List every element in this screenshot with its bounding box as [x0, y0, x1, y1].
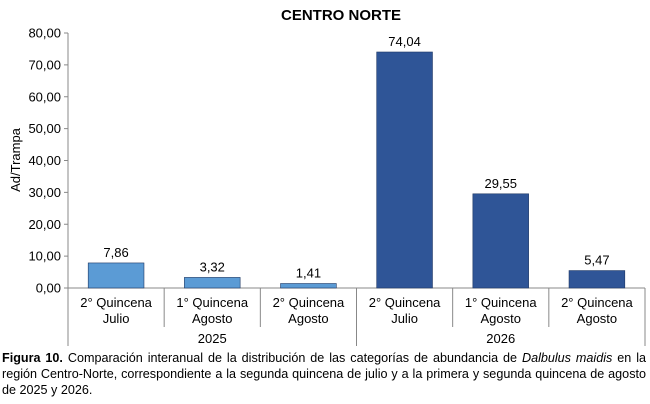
x-tick-label: Agosto — [577, 311, 617, 326]
data-label: 1,41 — [296, 266, 321, 281]
y-tick-label: 0,00 — [36, 281, 61, 296]
y-tick-label: 20,00 — [28, 217, 61, 232]
data-label: 29,55 — [484, 176, 517, 191]
chart-title: CENTRO NORTE — [281, 7, 401, 24]
axes: 0,00 10,00 20,00 30,00 40,00 50,00 60,00 70,00 8… — [28, 26, 646, 346]
x-tick-label: 1° Quincena — [465, 295, 537, 310]
x-tick-label: Julio — [103, 311, 130, 326]
bars — [87, 51, 626, 289]
bar — [472, 193, 529, 289]
y-tick-label: 50,00 — [28, 121, 61, 136]
x-tick-label: 2° Quincena — [561, 295, 633, 310]
figure-caption: Figura 10. Comparación interanual de la … — [2, 350, 646, 398]
y-tick-label: 30,00 — [28, 185, 61, 200]
data-label: 7,86 — [103, 245, 128, 260]
x-group-label: 2025 — [198, 331, 227, 346]
y-tick-label: 70,00 — [28, 57, 61, 72]
bar — [184, 277, 241, 289]
y-tick-label: 40,00 — [28, 153, 61, 168]
figure-label: Figura 10. — [2, 351, 63, 365]
x-group-label: 2026 — [486, 331, 515, 346]
data-label: 3,32 — [200, 259, 225, 274]
bar — [280, 283, 337, 289]
x-tick-label: 2° Quincena — [80, 295, 152, 310]
bar — [568, 270, 626, 289]
x-tick-label: Julio — [391, 311, 418, 326]
x-tick-label: 1° Quincena — [176, 295, 248, 310]
y-tick-label: 60,00 — [28, 89, 61, 104]
x-tick-label: 2° Quincena — [273, 295, 345, 310]
x-tick-label: Agosto — [481, 311, 521, 326]
x-tick-label: Agosto — [288, 311, 328, 326]
species-name: Dalbulus maidis — [521, 351, 613, 365]
y-tick-label: 10,00 — [28, 249, 61, 264]
bar — [376, 51, 433, 289]
y-axis-label: Ad/Trampa — [8, 127, 23, 192]
data-label: 5,47 — [584, 253, 609, 268]
data-labels: 7,86 3,32 1,41 74,04 29,55 5,47 — [103, 34, 609, 281]
caption-text-2: en la región Centro-Norte, correspondien… — [2, 351, 646, 397]
caption-text-1: Comparación interanual de la distribució… — [62, 351, 522, 365]
x-tick-label: 2° Quincena — [369, 295, 441, 310]
y-tick-label: 80,00 — [28, 26, 61, 41]
x-tick-label: Agosto — [192, 311, 232, 326]
bar-chart: CENTRO NORTE Ad/Trampa 0,00 10,00 20,00 30,… — [8, 7, 646, 346]
bar — [87, 262, 145, 289]
data-label: 74,04 — [388, 34, 421, 49]
